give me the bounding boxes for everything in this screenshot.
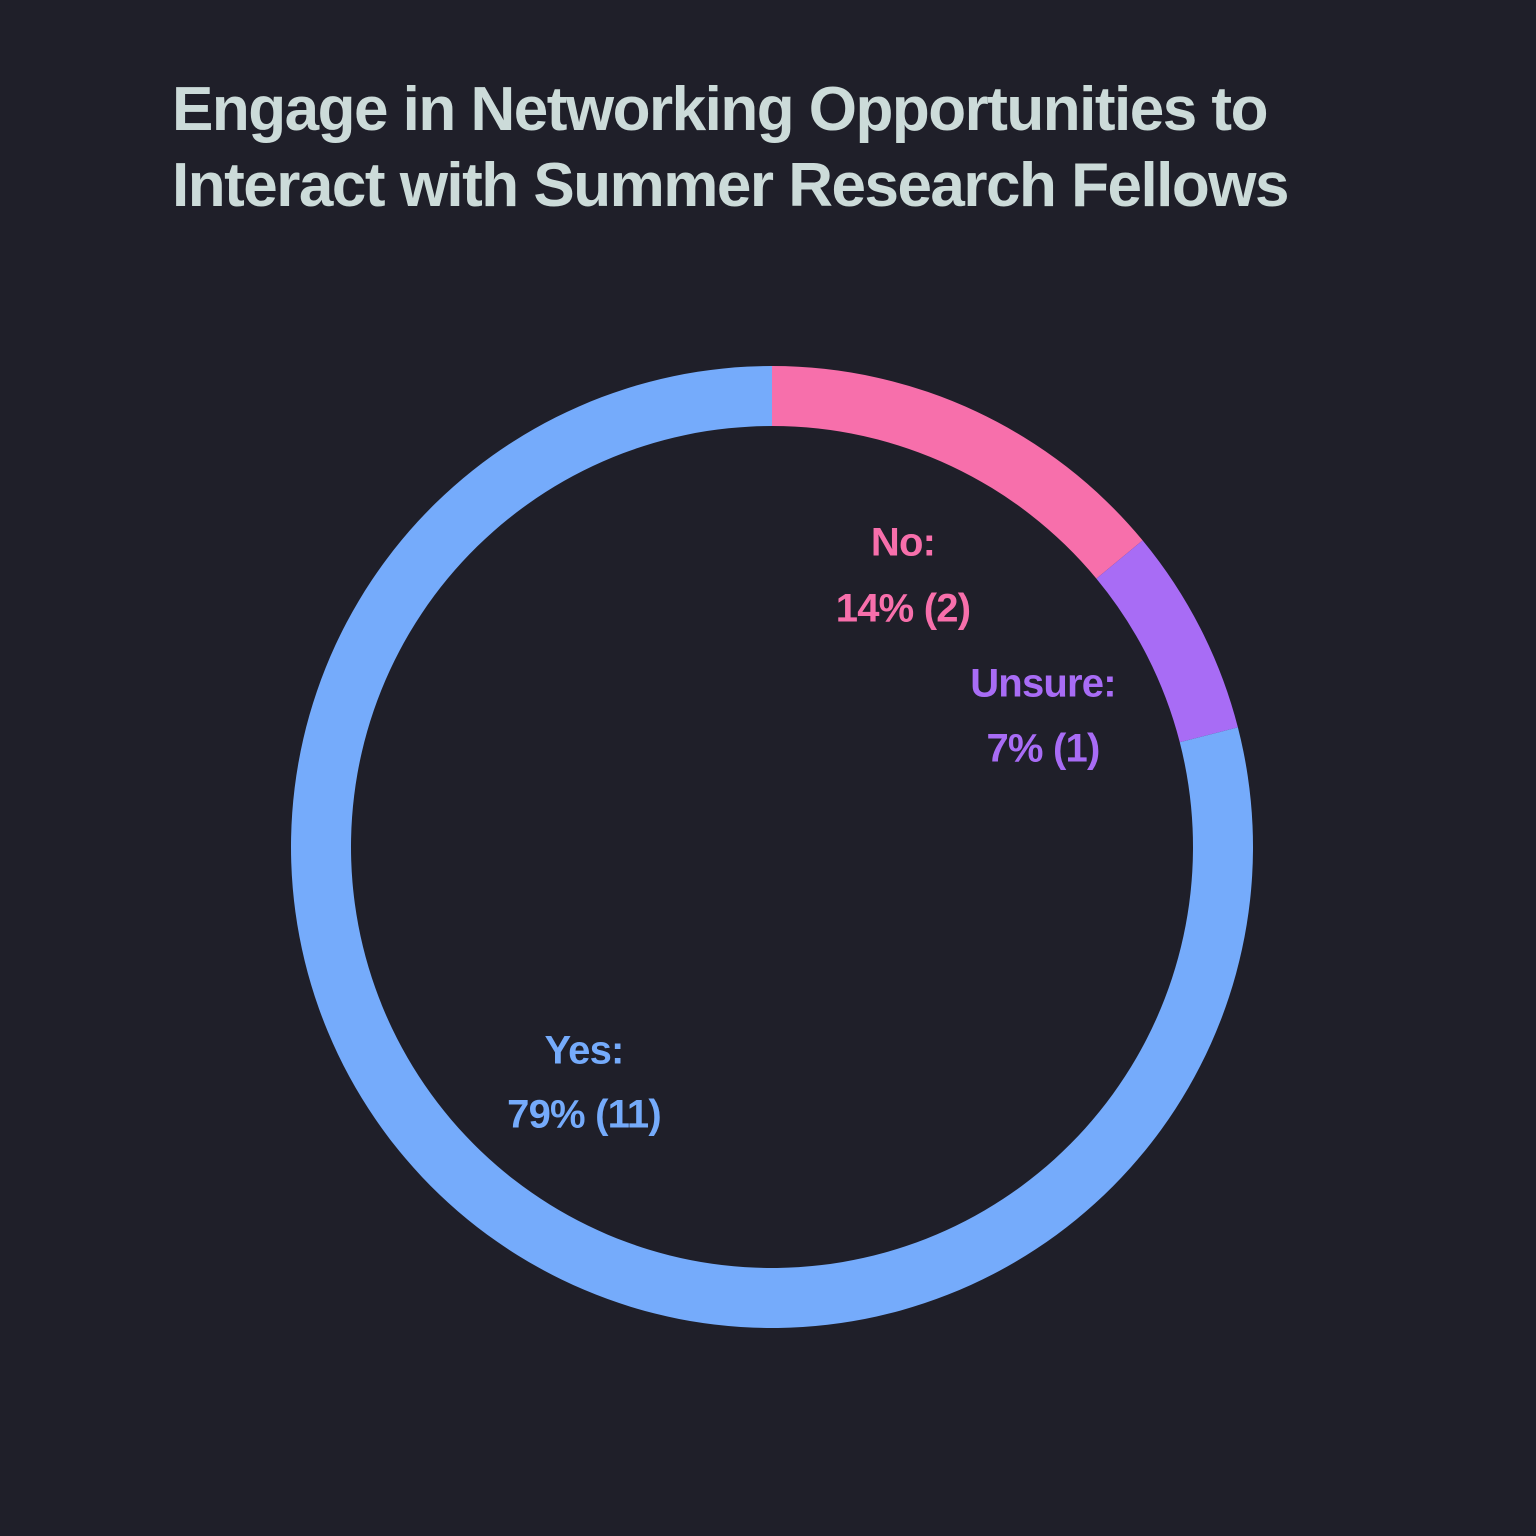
slice-label-no: No: (871, 521, 935, 565)
chart-title-line-2: Interact with Summer Research Fellows (172, 151, 1290, 220)
donut-slice-no (772, 366, 1143, 579)
donut-slices (291, 366, 1253, 1328)
slice-label-unsure: Unsure: (970, 662, 1116, 706)
slice-value-no: 14% (2) (836, 587, 970, 631)
donut-slice-unsure (1096, 540, 1238, 743)
donut-labels: No: 14% (2)Unsure: 7% (1) Yes: 79% (11) (507, 521, 1116, 1137)
chart-title-line-1: Engage in Networking Opportunities to (172, 75, 1268, 144)
slice-label-yes: Yes: (544, 1029, 623, 1073)
slice-value-yes: 79% (11) (507, 1093, 661, 1137)
chart-title: Engage in Networking Opportunities to In… (172, 72, 1372, 224)
slice-value-unsure: 7% (1) (986, 727, 1099, 771)
